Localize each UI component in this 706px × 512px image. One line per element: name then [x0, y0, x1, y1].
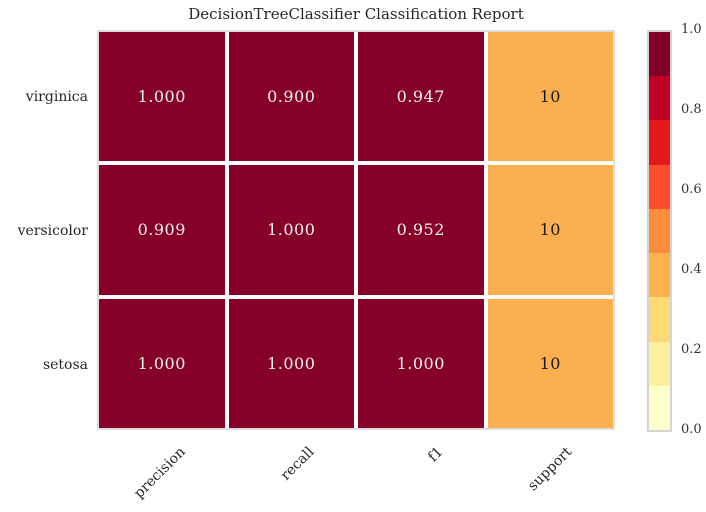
col-label-support: support	[525, 444, 576, 495]
colorbar-segment	[649, 32, 670, 77]
heatmap-cell-setosa-support: 10	[487, 298, 613, 428]
colorbar-segment	[649, 341, 670, 386]
colorbar-segment	[649, 76, 670, 121]
colorbar-tick: 0.6	[681, 182, 702, 197]
col-label-recall: recall	[277, 444, 318, 484]
heatmap-cell-versicolor-precision: 0.909	[99, 165, 225, 295]
chart-title: DecisionTreeClassifier Classification Re…	[188, 5, 524, 23]
colorbar-tick: 0.2	[681, 342, 702, 357]
cell-value: 10	[539, 220, 561, 240]
cell-value: 0.952	[396, 220, 445, 240]
colorbar-segment	[649, 297, 670, 342]
heatmap-cell-versicolor-support: 10	[487, 165, 613, 295]
heatmap-cell-versicolor-recall: 1.000	[228, 165, 354, 295]
col-label-precision: precision	[130, 444, 189, 502]
heatmap-cell-virginica-f1: 0.947	[358, 32, 484, 162]
colorbar	[647, 30, 672, 432]
cell-value: 1.000	[137, 353, 186, 373]
col-label-f1: f1	[425, 444, 447, 466]
heatmap-cell-setosa-precision: 1.000	[99, 298, 225, 428]
colorbar-tick: 0.8	[681, 102, 702, 117]
colorbar-tick: 0.0	[681, 422, 702, 437]
colorbar-segment	[649, 208, 670, 254]
colorbar-tick: 0.4	[681, 262, 702, 277]
heatmap-cell-virginica-support: 10	[487, 32, 613, 162]
heatmap-cell-setosa-f1: 1.000	[358, 298, 484, 428]
row-label-setosa: setosa	[42, 357, 88, 373]
cell-value: 1.000	[267, 220, 316, 240]
row-label-virginica: virginica	[25, 89, 88, 105]
cell-value: 0.900	[267, 87, 316, 107]
colorbar-segment	[649, 120, 670, 165]
cell-value: 0.947	[396, 87, 445, 107]
colorbar-segment	[649, 253, 670, 298]
cell-value: 1.000	[137, 87, 186, 107]
colorbar-segment	[649, 164, 670, 209]
cell-value: 1.000	[267, 353, 316, 373]
heatmap-cell-versicolor-f1: 0.952	[358, 165, 484, 295]
cell-value: 10	[539, 353, 561, 373]
cell-value: 0.909	[137, 220, 186, 240]
colorbar-segment	[649, 385, 670, 430]
cell-value: 1.000	[396, 353, 445, 373]
colorbar-tick: 1.0	[681, 22, 702, 37]
heatmap-grid: 1.000 0.900 0.947 10 0.909 1.000 0.952 1…	[97, 30, 615, 430]
cell-value: 10	[539, 87, 561, 107]
heatmap-cell-virginica-recall: 0.900	[228, 32, 354, 162]
heatmap-cell-setosa-recall: 1.000	[228, 298, 354, 428]
heatmap-cell-virginica-precision: 1.000	[99, 32, 225, 162]
row-label-versicolor: versicolor	[17, 223, 88, 239]
